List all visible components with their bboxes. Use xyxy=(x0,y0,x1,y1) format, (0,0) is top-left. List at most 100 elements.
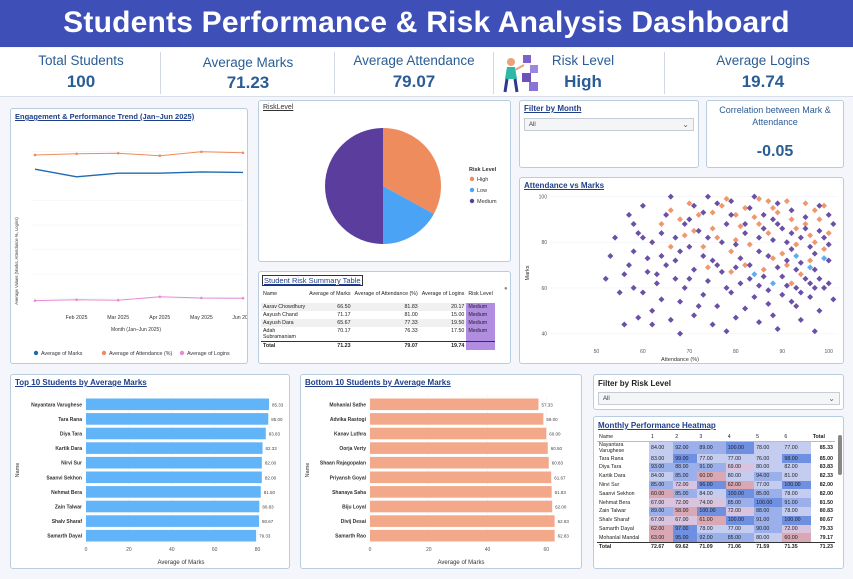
scatter-point xyxy=(714,200,721,207)
bar xyxy=(370,486,552,498)
pie-slice-high xyxy=(383,128,441,214)
kpi-label: Average Attendance xyxy=(353,53,475,68)
scatter-point xyxy=(788,207,795,214)
scatter-point xyxy=(607,252,614,259)
bar-value-label: 62.00 xyxy=(555,505,567,510)
scatter-point xyxy=(709,321,716,328)
scatter-panel: Attendance vs Marks Attendance (%) Marks… xyxy=(519,177,844,364)
scatter-point xyxy=(816,307,823,314)
scatter-point xyxy=(639,289,646,296)
trend-series-line xyxy=(34,151,244,157)
scatter-point xyxy=(644,268,651,275)
bar xyxy=(86,471,262,484)
trend-point xyxy=(33,153,37,157)
bar-category-label: Saanvi Sekhon xyxy=(46,475,82,481)
scatter-x-tick: 50 xyxy=(594,349,600,355)
scatter-point xyxy=(746,262,753,269)
bar-category-label: Kanav Luthra xyxy=(334,432,366,438)
scatter-point xyxy=(807,294,814,301)
table-row: Adah Subramaniam 70.17 76.33 17.50 Medium xyxy=(261,327,495,342)
scatter-point xyxy=(704,234,711,241)
kpi-label: Average Marks xyxy=(202,55,294,70)
scatter-point xyxy=(783,257,790,264)
scatter-point xyxy=(774,200,781,207)
bar-category-label: Samarth Rao xyxy=(335,534,366,540)
bar-value-label: 85.33 xyxy=(272,402,284,407)
bar-x-tick: 0 xyxy=(85,547,88,553)
bar-category-label: Biju Loyal xyxy=(342,505,367,511)
filter-risk-panel: Filter by Risk Level All ⌄ xyxy=(593,374,844,410)
scatter-point xyxy=(728,289,735,296)
scatter-point xyxy=(756,282,763,289)
trend-series-line xyxy=(34,168,244,178)
scatter-point xyxy=(672,234,679,241)
scatter-point xyxy=(681,232,688,239)
heatmap-row: Nirvi Sur 85.00 72.00 96.00 62.00 77.00 100.00… xyxy=(599,480,833,490)
risk-dropdown[interactable]: All ⌄ xyxy=(598,392,840,405)
heatmap-scrollbar[interactable] xyxy=(838,435,842,475)
scatter-point xyxy=(649,321,656,328)
scatter-point xyxy=(667,207,674,214)
trend-legend-attendance: Average of Attendance (%) xyxy=(109,351,172,357)
trend-point xyxy=(241,296,245,300)
heatmap-row: Diya Tara 93.00 88.00 91.00 69.00 80.00 82.00 8… xyxy=(599,463,833,472)
scatter-point xyxy=(811,207,818,214)
bar-x-tick: 40 xyxy=(485,547,491,553)
bar-value-label: 59.00 xyxy=(546,417,558,422)
scatter-point xyxy=(756,319,763,326)
bar-value-label: 80.83 xyxy=(262,505,274,510)
scatter-point xyxy=(807,232,814,239)
bar-value-label: 82.00 xyxy=(265,475,277,480)
scatter-point xyxy=(779,273,786,280)
scatter-point xyxy=(807,264,814,271)
scatter-point xyxy=(625,211,632,218)
trend-x-tick: Feb 2025 xyxy=(66,315,88,321)
scatter-point xyxy=(677,216,684,223)
scatter-point xyxy=(793,303,800,310)
scatter-point xyxy=(728,198,735,205)
heatmap-row: Kartik Dara 84.00 85.00 60.00 80.00 94.00 81.0… xyxy=(599,471,833,481)
scatter-chart: Attendance (%) Marks 50 60 70 80 90 100 40 60 80… xyxy=(525,193,838,363)
scatter-point xyxy=(765,252,772,259)
scatter-x-tick: 100 xyxy=(825,349,834,355)
scatter-point xyxy=(774,220,781,227)
scatter-point xyxy=(756,248,763,255)
month-dropdown[interactable]: All ⌄ xyxy=(524,118,694,131)
scatter-point xyxy=(807,257,814,264)
kpi-label: Total Students xyxy=(38,53,124,68)
trend-xlabel: Month (Jan–Jun 2025) xyxy=(111,327,161,333)
scatter-point xyxy=(825,280,832,287)
heatmap-col-header: 4 xyxy=(727,434,731,441)
kpi-value: 19.74 xyxy=(741,72,785,91)
scatter-point xyxy=(821,202,828,209)
scatter-point xyxy=(700,291,707,298)
top10-panel: Top 10 Students by Average Marks Name Av… xyxy=(10,374,290,569)
scatter-point xyxy=(686,275,693,282)
bar-value-label: 60.50 xyxy=(551,446,563,451)
scatter-point xyxy=(732,241,739,248)
scatter-point xyxy=(658,252,665,259)
scatter-point xyxy=(807,243,814,250)
scatter-point xyxy=(788,298,795,305)
scatter-point xyxy=(816,216,823,223)
scatter-point xyxy=(677,298,684,305)
heatmap-row: Zain Talwar 89.00 58.00 100.00 72.00 88.00 78.… xyxy=(599,507,833,516)
kpi-value: 71.23 xyxy=(226,73,270,92)
bar xyxy=(86,442,263,454)
bar xyxy=(370,456,549,469)
scatter-point xyxy=(723,284,730,291)
bar-x-tick: 60 xyxy=(544,547,550,553)
scatter-point xyxy=(746,204,753,211)
scatter-point xyxy=(704,193,711,200)
scatter-point xyxy=(709,257,716,264)
scatter-point xyxy=(728,211,735,218)
pie-slice-medium xyxy=(325,128,383,244)
bar xyxy=(86,529,257,542)
scatter-point xyxy=(821,255,828,262)
bar-value-label: 81.50 xyxy=(264,490,276,495)
scatter-point xyxy=(714,262,721,269)
pie-legend-title: Risk Level xyxy=(469,167,497,173)
scatter-point xyxy=(788,246,795,253)
bar-category-label: Zain Talwar xyxy=(55,505,82,511)
bar xyxy=(370,413,544,425)
